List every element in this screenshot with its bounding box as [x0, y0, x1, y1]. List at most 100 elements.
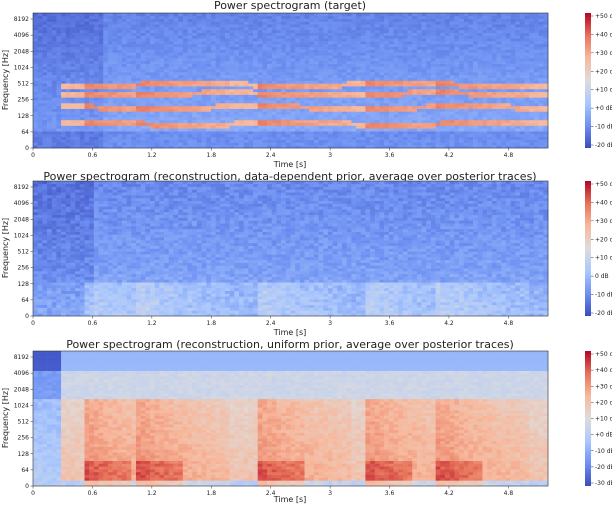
heatmap-cell — [225, 75, 230, 78]
heatmap-cell — [347, 131, 352, 134]
heatmap-cell — [248, 47, 253, 50]
heatmap-cell — [300, 58, 305, 61]
heatmap-cell — [61, 114, 66, 117]
heatmap-cell — [122, 24, 127, 27]
heatmap-cell — [464, 47, 469, 50]
heatmap-cell — [482, 117, 487, 120]
heatmap-cell — [52, 114, 57, 117]
heatmap-cell — [230, 47, 235, 50]
heatmap-cell — [323, 72, 328, 75]
heatmap-cell — [47, 64, 52, 67]
heatmap-cell — [314, 137, 319, 140]
heatmap-cell — [38, 83, 43, 86]
heatmap-cell — [468, 137, 473, 140]
heatmap-cell — [127, 36, 132, 39]
heatmap-cell — [169, 140, 174, 143]
heatmap-cell — [309, 137, 314, 140]
heatmap-cell — [38, 120, 43, 123]
heatmap-cell — [145, 83, 150, 86]
heatmap-cell — [375, 106, 380, 109]
heatmap-cell — [248, 89, 253, 92]
heatmap-cell — [305, 140, 310, 143]
heatmap-cell — [459, 97, 464, 100]
heatmap-cell — [52, 61, 57, 64]
heatmap-cell — [85, 134, 90, 137]
heatmap-cell — [267, 21, 272, 24]
heatmap-cell — [113, 72, 118, 75]
heatmap-cell — [295, 134, 300, 137]
heatmap-cell — [309, 97, 314, 100]
heatmap-cell — [66, 142, 71, 145]
heatmap-cell — [113, 16, 118, 19]
heatmap-cell — [351, 61, 356, 64]
heatmap-cell — [47, 27, 52, 30]
heatmap-cell — [365, 89, 370, 92]
heatmap-cell — [178, 100, 183, 103]
heatmap-cell — [99, 58, 104, 61]
heatmap-cell — [501, 89, 506, 92]
heatmap-cell — [417, 114, 422, 117]
heatmap-cell — [42, 64, 47, 67]
heatmap-cell — [253, 126, 258, 129]
heatmap-cell — [300, 47, 305, 50]
heatmap-cell — [103, 36, 108, 39]
heatmap-cell — [356, 13, 361, 16]
heatmap-cell — [422, 89, 427, 92]
heatmap-cell — [398, 21, 403, 24]
heatmap-cell — [206, 134, 211, 137]
heatmap-cell — [150, 13, 155, 16]
heatmap-cell — [56, 36, 61, 39]
heatmap-cell — [33, 44, 38, 47]
heatmap-cell — [436, 114, 441, 117]
heatmap-cell — [145, 50, 150, 53]
heatmap-cell — [422, 72, 427, 75]
heatmap-cell — [136, 111, 141, 114]
heatmap-cell — [192, 100, 197, 103]
heatmap-cell — [309, 69, 314, 72]
heatmap-cell — [314, 117, 319, 120]
heatmap-cell — [52, 64, 57, 67]
heatmap-cell — [347, 19, 352, 22]
heatmap-cell — [342, 83, 347, 86]
heatmap-cell — [351, 52, 356, 55]
heatmap-cell — [239, 114, 244, 117]
heatmap-cell — [379, 13, 384, 16]
heatmap-cell — [248, 114, 253, 117]
heatmap-cell — [136, 13, 141, 16]
heatmap-cell — [159, 78, 164, 81]
heatmap-cell — [276, 100, 281, 103]
heatmap-cell — [389, 55, 394, 58]
heatmap-cell — [356, 33, 361, 36]
heatmap-cell — [220, 106, 225, 109]
heatmap-cell — [492, 66, 497, 69]
heatmap-cell — [487, 126, 492, 129]
heatmap-cell — [305, 111, 310, 114]
heatmap-cell — [328, 13, 333, 16]
heatmap-cell — [75, 52, 80, 55]
heatmap-cell — [80, 24, 85, 27]
heatmap-cell — [482, 61, 487, 64]
heatmap-cell — [99, 33, 104, 36]
heatmap-cell — [113, 111, 118, 114]
heatmap-cell — [450, 126, 455, 129]
heatmap-cell — [141, 78, 146, 81]
heatmap-cell — [216, 117, 221, 120]
heatmap-cell — [337, 64, 342, 67]
heatmap-cell — [216, 142, 221, 145]
heatmap-cell — [197, 50, 202, 53]
heatmap-cell — [202, 123, 207, 126]
heatmap-cell — [333, 47, 338, 50]
heatmap-cell — [454, 41, 459, 44]
heatmap-cell — [286, 30, 291, 33]
heatmap-cell — [347, 103, 352, 106]
heatmap-cell — [497, 27, 502, 30]
heatmap-cell — [319, 24, 324, 27]
heatmap-cell — [188, 75, 193, 78]
heatmap-cell — [305, 47, 310, 50]
heatmap-cell — [103, 131, 108, 134]
heatmap-cell — [80, 19, 85, 22]
heatmap-cell — [136, 123, 141, 126]
heatmap-cell — [47, 52, 52, 55]
heatmap-cell — [262, 81, 267, 84]
heatmap-cell — [314, 41, 319, 44]
